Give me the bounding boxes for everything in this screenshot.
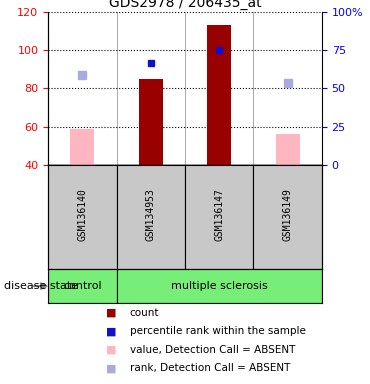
Bar — [117, 269, 322, 303]
Bar — [70, 129, 94, 165]
Bar — [48, 165, 117, 269]
Bar — [207, 25, 231, 165]
Bar — [139, 79, 163, 165]
Text: GSM136147: GSM136147 — [214, 189, 224, 241]
Text: control: control — [63, 281, 102, 291]
Text: ■: ■ — [106, 363, 116, 373]
Text: GSM136149: GSM136149 — [283, 189, 293, 241]
Text: GSM134953: GSM134953 — [146, 189, 156, 241]
Bar — [185, 165, 253, 269]
Bar — [117, 165, 185, 269]
Bar — [253, 165, 322, 269]
Text: value, Detection Call = ABSENT: value, Detection Call = ABSENT — [130, 345, 295, 355]
Text: GSM136140: GSM136140 — [77, 189, 87, 241]
Text: rank, Detection Call = ABSENT: rank, Detection Call = ABSENT — [130, 363, 290, 373]
Bar — [276, 134, 300, 165]
Text: ■: ■ — [106, 345, 116, 355]
Text: percentile rank within the sample: percentile rank within the sample — [130, 326, 305, 336]
Text: multiple sclerosis: multiple sclerosis — [171, 281, 268, 291]
Text: ■: ■ — [106, 308, 116, 318]
Text: ■: ■ — [106, 326, 116, 336]
Title: GDS2978 / 206435_at: GDS2978 / 206435_at — [109, 0, 261, 10]
Text: count: count — [130, 308, 159, 318]
Bar — [48, 269, 117, 303]
Text: disease state: disease state — [4, 281, 78, 291]
